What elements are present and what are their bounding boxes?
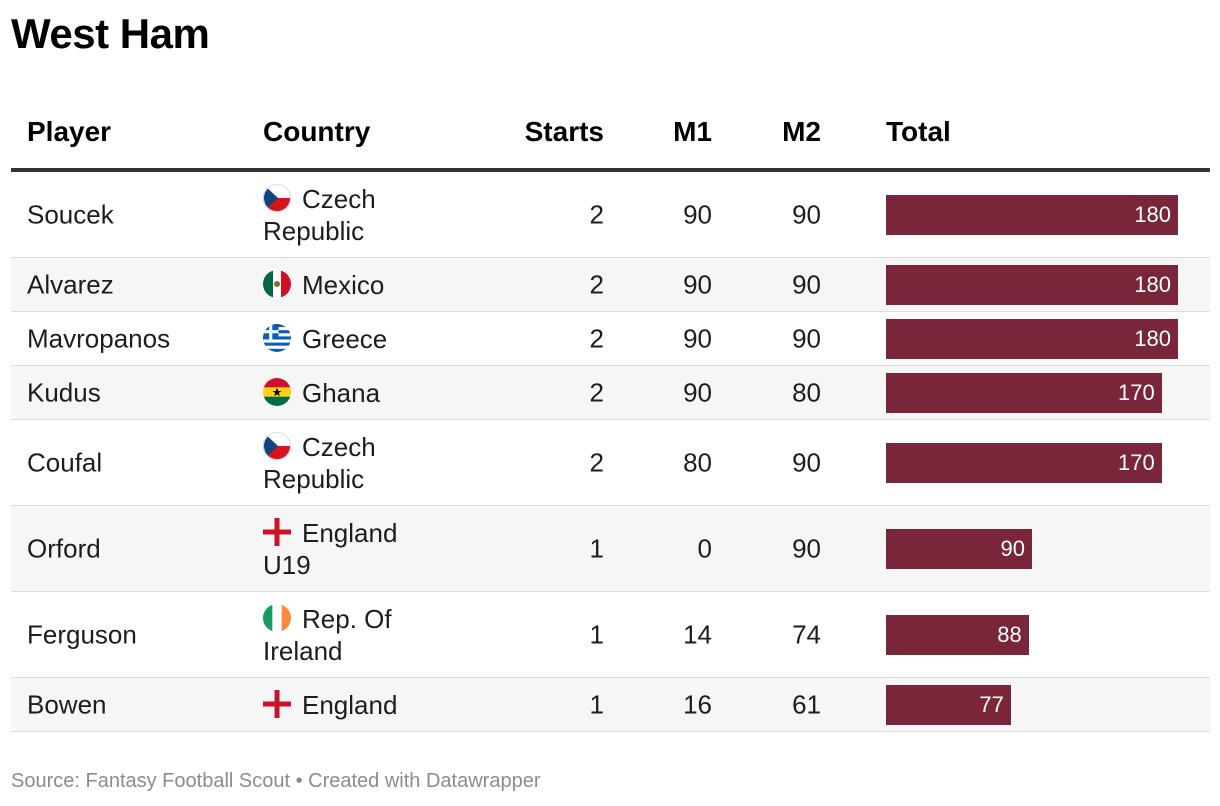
country-cell: Greece	[263, 323, 443, 355]
starts-value: 1	[589, 533, 604, 563]
total-bar: 88	[886, 614, 1029, 655]
m2-value: 74	[792, 619, 821, 649]
country-name-continued: Ireland	[263, 635, 343, 666]
country-name-continued: Republic	[263, 215, 365, 246]
m1-value: 90	[683, 269, 712, 299]
player-name: Orford	[27, 533, 101, 563]
player-name: Coufal	[27, 447, 103, 477]
total-bar-label: 90	[1000, 535, 1025, 561]
country-name: Rep. Of	[302, 603, 392, 634]
m2-value: 61	[792, 689, 821, 719]
header-m2: M2	[782, 116, 821, 147]
total-bar-label: 180	[1134, 201, 1171, 227]
starts-value: 1	[589, 689, 604, 719]
country-cell: England	[263, 689, 443, 721]
table-row: Soucek Czech Republic 2 90 90 180	[11, 172, 1210, 258]
header-player: Player	[27, 116, 112, 147]
total-bar-label: 170	[1118, 449, 1155, 475]
table-row: Alvarez Mexico 2 90 90 180	[11, 258, 1210, 312]
country-name: Ghana	[302, 377, 381, 408]
header-starts: Starts	[524, 116, 604, 147]
player-name: Soucek	[27, 199, 114, 229]
starts-value: 2	[589, 323, 604, 353]
country-cell: Mexico	[263, 269, 443, 301]
starts-value: 2	[589, 447, 604, 477]
country-cell: Ghana	[263, 377, 443, 409]
player-name: Bowen	[27, 689, 107, 719]
player-name: Alvarez	[27, 269, 114, 299]
mexico-flag-icon	[263, 269, 291, 298]
m2-value: 80	[792, 377, 821, 407]
player-name: Mavropanos	[27, 323, 171, 353]
country-name: Mexico	[302, 269, 385, 300]
total-bar: 180	[886, 264, 1178, 305]
total-bar-label: 180	[1134, 325, 1171, 351]
starts-value: 2	[589, 377, 604, 407]
table-row: Coufal Czech Republic 2 80 90 170	[11, 420, 1210, 506]
country-name: England	[302, 517, 398, 548]
player-name: Kudus	[27, 377, 101, 407]
total-bar-label: 170	[1118, 379, 1155, 405]
country-cell: Czech Republic	[263, 431, 443, 495]
player-name: Ferguson	[27, 619, 137, 649]
table-row: Kudus Ghana 2 90 80 170	[11, 366, 1210, 420]
country-cell: Czech Republic	[263, 183, 443, 247]
m2-value: 90	[792, 533, 821, 563]
table-row: Ferguson Rep. Of Ireland 1 14 74 88	[11, 592, 1210, 678]
header-total: Total	[886, 116, 951, 147]
greece-flag-icon	[263, 323, 291, 352]
m2-value: 90	[792, 323, 821, 353]
header-country: Country	[263, 116, 371, 147]
czech-flag-icon	[263, 183, 291, 212]
total-bar: 170	[886, 442, 1162, 483]
country-cell: Rep. Of Ireland	[263, 603, 443, 667]
m1-value: 80	[683, 447, 712, 477]
starts-value: 2	[589, 269, 604, 299]
total-bar: 90	[886, 528, 1032, 569]
source-note: Source: Fantasy Football Scout • Created…	[11, 770, 541, 792]
country-name: England	[302, 689, 398, 720]
starts-value: 1	[589, 619, 604, 649]
total-bar: 180	[886, 318, 1178, 359]
country-name-continued: U19	[263, 549, 311, 580]
m2-value: 90	[792, 199, 821, 229]
m1-value: 90	[683, 323, 712, 353]
table-row: Orford England U19 1 0 90 90	[11, 506, 1210, 592]
ireland-flag-icon	[263, 603, 291, 632]
m1-value: 0	[697, 533, 712, 563]
total-bar-label: 77	[979, 691, 1004, 717]
country-name: Czech	[302, 183, 376, 214]
total-bar-label: 88	[997, 621, 1022, 647]
m2-value: 90	[792, 269, 821, 299]
table-row: Mavropanos Greece 2 90 90 180	[11, 312, 1210, 366]
starts-value: 2	[589, 199, 604, 229]
country-name: Czech	[302, 431, 376, 462]
england-flag-icon	[263, 517, 291, 546]
m1-value: 14	[683, 619, 712, 649]
header-m1: M1	[673, 116, 712, 147]
england-flag-icon	[263, 689, 291, 718]
chart-title: West Ham	[11, 10, 210, 57]
country-cell: England U19	[263, 517, 443, 581]
total-bar: 170	[886, 372, 1162, 413]
data-table: Player Country Starts M1 M2 Total Soucek…	[11, 100, 1210, 732]
m1-value: 90	[683, 199, 712, 229]
country-name: Greece	[302, 323, 388, 354]
m1-value: 16	[683, 689, 712, 719]
country-name-continued: Republic	[263, 463, 365, 494]
ghana-flag-icon	[263, 377, 291, 406]
table-body: Soucek Czech Republic 2 90 90 180 Alvarez Mexico…	[11, 172, 1210, 732]
total-bar: 77	[886, 684, 1011, 725]
total-bar-label: 180	[1134, 271, 1171, 297]
m2-value: 90	[792, 447, 821, 477]
m1-value: 90	[683, 377, 712, 407]
table-row: Bowen England 1 16 61 77	[11, 678, 1210, 732]
czech-flag-icon	[263, 431, 291, 460]
total-bar: 180	[886, 194, 1178, 235]
table-header: Player Country Starts M1 M2 Total	[11, 100, 1210, 172]
